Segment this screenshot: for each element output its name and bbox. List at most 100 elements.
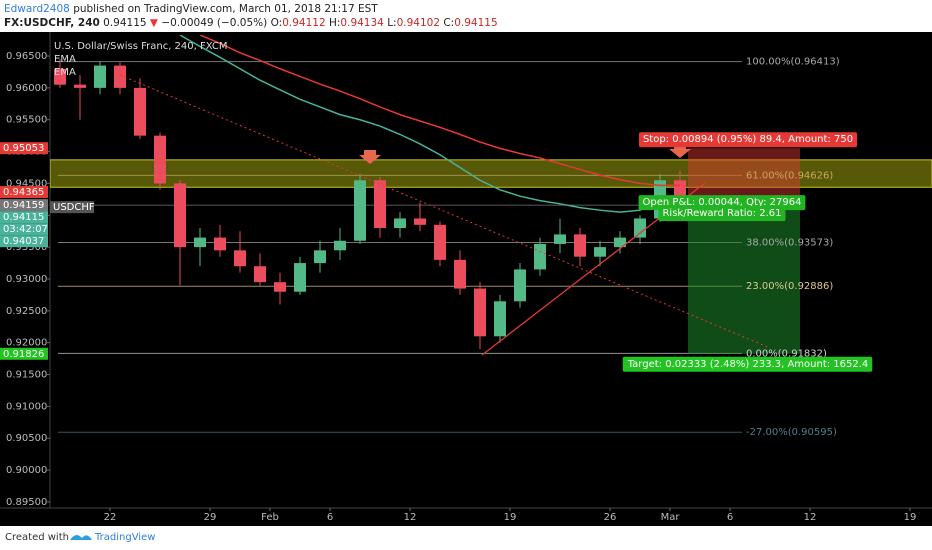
legend-ema: EMA — [54, 54, 76, 65]
rr-label-bg — [658, 206, 786, 222]
overlay: 100.00%(0.96413) 61.00%(0.94626) 38.00%(0.… — [119, 57, 873, 438]
down-arrow — [669, 144, 691, 158]
chart-title: U.S. Dollar/Swiss Franc, 240, FXCM — [54, 41, 227, 52]
fib-label: 61.00%(0.94626) — [746, 170, 833, 181]
candle-body — [194, 237, 206, 248]
last: 0.94115 — [103, 17, 146, 29]
y-tick-label: 0.92500 — [6, 306, 47, 317]
symbol-tag — [50, 201, 94, 214]
y-tick-label: 0.96500 — [6, 51, 47, 62]
candle-body — [574, 234, 586, 257]
price-tag-label: 0.94037 — [3, 236, 44, 247]
open: 0.94112 — [282, 17, 325, 29]
o-label: O: — [271, 17, 283, 29]
target-box — [688, 205, 800, 354]
y-tick-label: 0.96000 — [6, 83, 47, 94]
price-tag-label: 03:42:07 — [3, 224, 48, 235]
x-tick-label: 6 — [327, 512, 333, 523]
candle-body — [374, 180, 386, 229]
author[interactable]: Edward2408 — [4, 3, 70, 15]
y-tick-label: 0.94500 — [6, 178, 47, 189]
price-tag — [0, 142, 48, 155]
stop-label: Stop: 0.00894 (0.95%) 89.4, Amount: 750 — [643, 134, 853, 145]
candle-body — [174, 183, 186, 248]
y-tick-label: 0.91500 — [6, 370, 47, 381]
candle-body — [154, 135, 166, 184]
header-line: Edward2408 published on TradingView.com,… — [4, 3, 378, 15]
x-tick-label: 26 — [604, 512, 617, 523]
y-tick-label: 0.95500 — [6, 115, 47, 126]
target-label: Target: 0.02333 (2.48%) 233.3, Amount: 1… — [627, 359, 869, 370]
close: 0.94115 — [454, 17, 497, 29]
stop-label-bg — [638, 132, 858, 148]
x-tick-label: 19 — [504, 512, 517, 523]
price-tag — [0, 186, 48, 199]
x-tick-label: 6 — [727, 512, 733, 523]
rr-label: Risk/Reward Ratio: 2.61 — [662, 208, 781, 219]
candle-body — [134, 87, 146, 136]
pnl-label: Open P&L: 0.00044, Qty: 27964 — [643, 197, 802, 208]
h-label: H: — [329, 17, 340, 29]
candle-body — [534, 243, 546, 270]
y-tick-label: 0.89500 — [6, 497, 47, 508]
price-tag — [0, 223, 48, 236]
y-tick-label: 0.91000 — [6, 401, 47, 412]
change: −0.00049 (−0.05%) — [161, 17, 267, 29]
candle-body — [234, 250, 246, 267]
target-label-bg — [622, 356, 873, 372]
published: published on TradingView.com, March 01, … — [73, 3, 378, 15]
legend-ema: EMA — [54, 67, 76, 78]
footer-created: Created with — [5, 532, 69, 543]
plot — [50, 35, 932, 433]
high: 0.94134 — [340, 17, 384, 29]
change-arrow: ▼ — [150, 17, 159, 29]
candle-body — [614, 237, 626, 248]
ema-line — [199, 35, 680, 187]
candle-body — [94, 65, 106, 88]
fib-label: 23.00%(0.92886) — [746, 281, 833, 292]
fib-label: 0.00%(0.91832) — [746, 348, 827, 359]
candle-body — [354, 180, 366, 241]
price-tag — [0, 347, 48, 360]
supply-zone — [50, 159, 932, 188]
candle-body — [274, 282, 286, 292]
y-tick-label: 0.92000 — [6, 338, 47, 349]
low: 0.94102 — [397, 17, 440, 29]
x-tick-label: 12 — [404, 512, 417, 523]
candle-body — [114, 65, 126, 88]
price-tag-label: 0.94159 — [3, 200, 44, 211]
candle-body — [54, 68, 66, 85]
symbol: FX:USDCHF, 240 — [4, 17, 100, 29]
candle-body — [514, 269, 526, 302]
price-tag — [0, 235, 48, 248]
tv-logo — [70, 534, 92, 540]
candle-body — [434, 224, 446, 260]
candle-body — [334, 240, 346, 251]
x-tick-label: Mar — [661, 512, 681, 523]
candle-body — [254, 266, 266, 283]
price-tag-label: 0.95053 — [3, 143, 44, 154]
fib-label: 100.00%(0.96413) — [746, 57, 840, 68]
price-tag-label: 0.91826 — [3, 349, 44, 360]
candle-body — [594, 247, 606, 257]
candle-body — [294, 263, 306, 292]
price-tag-label: 0.94115 — [3, 212, 44, 223]
candle-body — [214, 237, 226, 251]
candle-body — [474, 288, 486, 337]
candle-body — [494, 301, 506, 337]
y-tick-label: 0.93500 — [6, 242, 47, 253]
candle-body — [634, 218, 646, 238]
y-tick-label: 0.90000 — [6, 465, 47, 476]
price-tag — [0, 211, 48, 224]
c-label: C: — [443, 17, 454, 29]
y-tick-label: 0.90500 — [6, 433, 47, 444]
candle-body — [314, 250, 326, 264]
candle-body — [414, 218, 426, 225]
x-tick-label: 12 — [804, 512, 817, 523]
candle-body — [394, 218, 406, 229]
ema-line — [179, 35, 681, 213]
ohlc-line: FX:USDCHF, 240 0.94115 ▼ −0.00049 (−0.05… — [4, 17, 498, 29]
x-tick-label: 22 — [104, 512, 117, 523]
footer-brand[interactable]: TradingView — [94, 532, 155, 543]
